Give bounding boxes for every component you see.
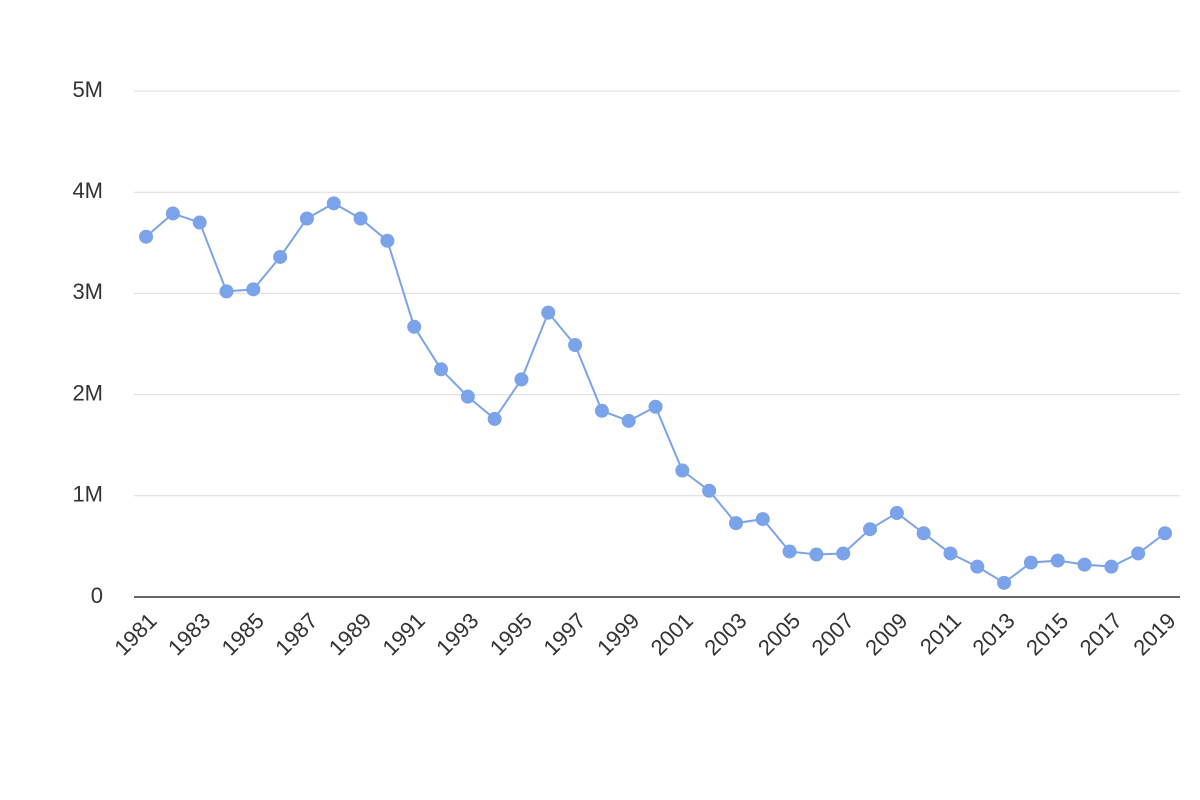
y-tick-label: 1M <box>72 482 103 507</box>
data-line <box>145 202 1166 585</box>
x-tick-label: 1985 <box>217 608 269 660</box>
x-tick-label: 2011 <box>915 608 966 659</box>
data-point <box>1023 555 1038 570</box>
x-tick-label: 1995 <box>485 608 537 660</box>
data-point <box>621 413 636 428</box>
x-tick-label: 1987 <box>270 608 322 660</box>
data-point <box>863 522 878 537</box>
x-tick-label: 2009 <box>860 608 912 660</box>
data-point <box>380 233 395 248</box>
data-point <box>514 372 529 387</box>
data-point <box>1104 559 1119 574</box>
data-point <box>407 319 422 334</box>
data-point <box>273 249 288 264</box>
x-tick-label: 2019 <box>1128 608 1180 660</box>
data-point <box>594 403 609 418</box>
data-point <box>353 211 368 226</box>
x-tick-label: 2015 <box>1021 608 1073 660</box>
data-point <box>916 526 931 541</box>
data-point <box>675 463 690 478</box>
x-tick-label: 2005 <box>753 608 805 660</box>
x-tick-label: 1981 <box>109 608 161 660</box>
data-point <box>702 483 717 498</box>
data-point <box>434 362 449 377</box>
x-tick-label: 2017 <box>1075 608 1127 660</box>
data-point <box>326 196 341 211</box>
data-point <box>1131 546 1146 561</box>
data-point <box>139 229 154 244</box>
data-point <box>755 512 770 527</box>
y-tick-label: 3M <box>72 279 103 304</box>
x-tick-label: 2003 <box>699 608 751 660</box>
y-tick-label: 5M <box>72 77 103 102</box>
data-point <box>219 284 234 299</box>
data-point <box>782 544 797 559</box>
data-point <box>541 305 556 320</box>
data-point <box>487 411 502 426</box>
data-point <box>246 282 261 297</box>
x-tick-label: 1983 <box>163 608 215 660</box>
x-tick-label: 2001 <box>646 608 698 660</box>
data-point <box>192 215 207 230</box>
y-tick-label: 4M <box>72 178 103 203</box>
y-tick-label: 2M <box>72 380 103 405</box>
data-point <box>1157 526 1172 541</box>
data-point <box>568 338 583 353</box>
data-point <box>997 575 1012 590</box>
y-tick-label: 0 <box>91 583 103 608</box>
data-point <box>970 559 985 574</box>
x-tick-label: 2007 <box>807 608 859 660</box>
data-point <box>809 547 824 562</box>
x-tick-label: 1999 <box>592 608 644 660</box>
data-point <box>943 546 958 561</box>
data-point <box>728 516 743 531</box>
data-point <box>836 546 851 561</box>
data-point <box>889 506 904 521</box>
data-point <box>1050 553 1065 568</box>
data-point <box>648 399 663 414</box>
data-point <box>165 206 180 221</box>
x-tick-label: 1997 <box>538 608 590 660</box>
x-tick-label: 1989 <box>324 608 376 660</box>
x-tick-label: 1993 <box>431 608 483 660</box>
data-point <box>460 389 475 404</box>
data-point <box>299 211 314 226</box>
data-point <box>1077 557 1092 572</box>
x-tick-label: 1991 <box>378 608 430 660</box>
x-tick-label: 2013 <box>967 608 1019 660</box>
